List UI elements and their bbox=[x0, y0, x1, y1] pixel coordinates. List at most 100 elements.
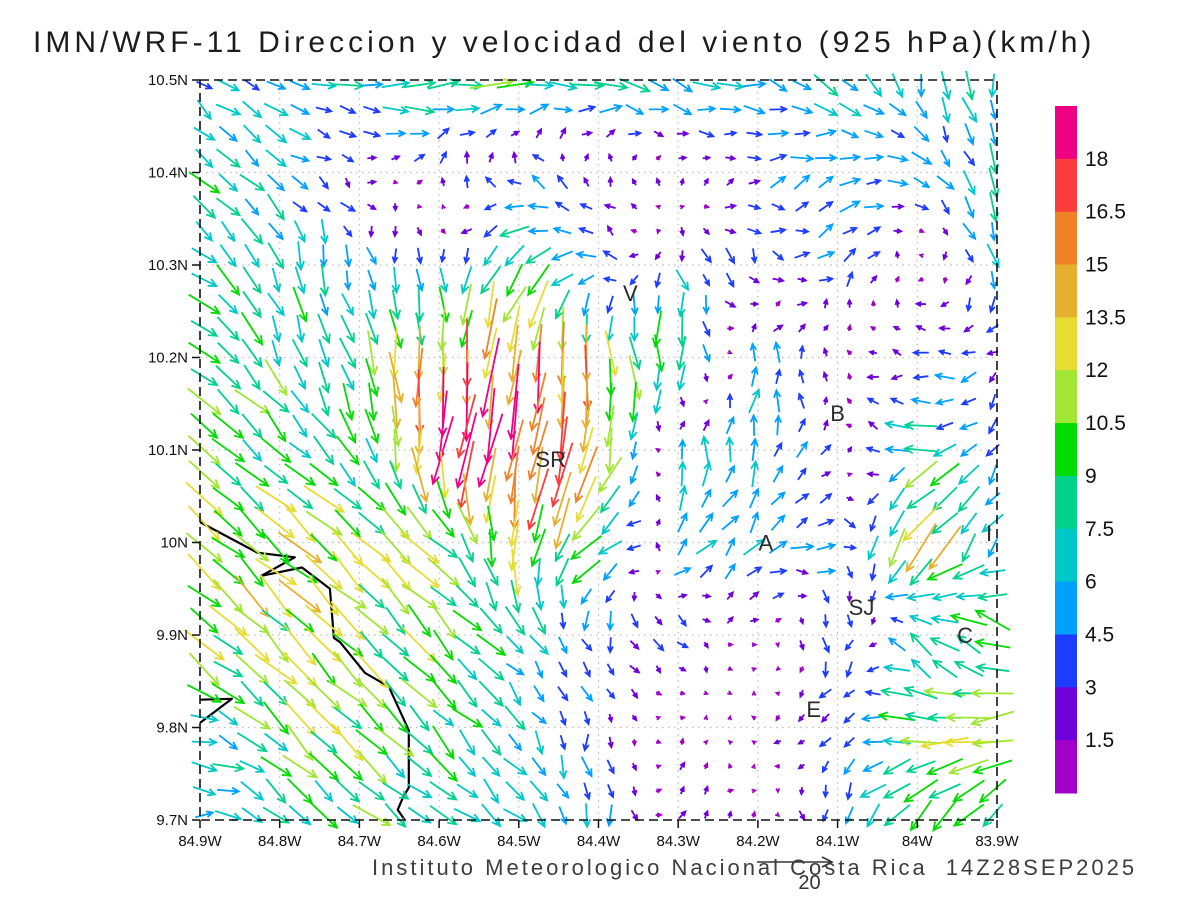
wind-arrow bbox=[863, 104, 886, 115]
wind-arrow bbox=[531, 446, 544, 505]
wind-arrow bbox=[552, 226, 572, 235]
wind-arrow bbox=[407, 604, 432, 638]
wind-arrow bbox=[331, 80, 366, 91]
wind-arrow bbox=[283, 679, 317, 709]
wind-arrow bbox=[989, 222, 998, 242]
wind-arrow bbox=[871, 616, 877, 626]
wind-arrow bbox=[220, 220, 236, 243]
wind-arrow bbox=[619, 77, 652, 93]
wind-arrow bbox=[456, 783, 479, 799]
wind-arrow bbox=[357, 486, 387, 512]
wind-arrow bbox=[391, 428, 401, 474]
wind-arrow bbox=[332, 632, 364, 657]
wind-arrow bbox=[864, 202, 885, 211]
wind-arrow bbox=[751, 322, 757, 333]
wind-arrow bbox=[188, 171, 221, 194]
wind-arrow bbox=[702, 321, 711, 338]
wind-arrow bbox=[957, 485, 980, 513]
wind-arrow bbox=[505, 781, 526, 802]
colorbar-label: 13.5 bbox=[1085, 306, 1126, 329]
wind-arrow bbox=[628, 336, 642, 371]
wind-arrow bbox=[430, 602, 457, 640]
wind-arrow bbox=[530, 307, 546, 352]
wind-arrow bbox=[679, 420, 686, 430]
wind-arrow bbox=[751, 740, 757, 745]
wind-arrow bbox=[309, 462, 339, 487]
wind-arrow bbox=[504, 419, 524, 483]
wind-arrow bbox=[818, 222, 835, 239]
wind-arrow bbox=[485, 581, 498, 612]
wind-arrow bbox=[927, 783, 961, 799]
wind-arrow bbox=[891, 73, 904, 99]
wind-arrow bbox=[216, 388, 240, 415]
wind-arrow bbox=[429, 677, 457, 711]
wind-arrow bbox=[559, 612, 567, 630]
wind-arrow bbox=[316, 154, 333, 162]
wind-arrow bbox=[676, 641, 690, 649]
wind-arrow bbox=[239, 760, 266, 773]
wind-arrow bbox=[574, 446, 598, 504]
wind-arrow bbox=[508, 733, 523, 752]
wind-arrow bbox=[628, 412, 639, 441]
wind-arrow bbox=[478, 680, 505, 708]
wind-arrow bbox=[799, 640, 805, 651]
wind-arrow bbox=[655, 716, 662, 721]
wind-arrow bbox=[381, 79, 411, 89]
wind-arrow bbox=[190, 412, 219, 440]
x-tick-label: 84.3W bbox=[657, 833, 701, 850]
wind-arrow bbox=[606, 295, 614, 315]
wind-arrow bbox=[951, 564, 985, 580]
wind-arrow bbox=[313, 435, 335, 466]
wind-arrow bbox=[559, 734, 567, 751]
wind-arrow bbox=[265, 124, 288, 144]
wind-arrow bbox=[240, 680, 264, 707]
wind-arrow bbox=[406, 756, 433, 778]
colorbar-swatch bbox=[1055, 687, 1077, 741]
wind-arrow bbox=[751, 788, 758, 794]
wind-arrow bbox=[821, 760, 830, 774]
wind-arrow bbox=[432, 105, 456, 114]
wind-arrow bbox=[865, 373, 879, 381]
wind-arrow bbox=[460, 533, 475, 564]
wind-arrow bbox=[581, 130, 594, 137]
wind-arrow bbox=[773, 739, 782, 745]
wind-arrow bbox=[797, 714, 805, 723]
wind-arrow bbox=[869, 326, 876, 332]
wind-arrow bbox=[822, 784, 829, 799]
wind-arrow bbox=[580, 588, 593, 606]
wind-arrow bbox=[558, 754, 568, 780]
wind-arrow bbox=[554, 201, 570, 212]
valid-timestamp: 14Z28SEP2025 bbox=[945, 855, 1138, 880]
wind-arrow bbox=[725, 415, 735, 435]
wind-arrow bbox=[884, 592, 909, 601]
wind-arrow bbox=[866, 471, 879, 478]
station-label-I: I bbox=[986, 521, 992, 546]
wind-arrow bbox=[286, 723, 314, 762]
wind-arrow bbox=[823, 324, 829, 332]
wind-arrow bbox=[859, 783, 887, 798]
wind-arrow bbox=[656, 764, 662, 770]
wind-arrow bbox=[911, 349, 929, 357]
wind-arrow bbox=[727, 666, 734, 671]
wind-arrow bbox=[846, 397, 853, 405]
wind-arrow bbox=[699, 564, 714, 579]
wind-arrow bbox=[439, 267, 449, 294]
wind-arrow bbox=[342, 382, 355, 422]
wind-arrow bbox=[430, 586, 458, 607]
wind-arrow bbox=[846, 298, 853, 308]
wind-arrow bbox=[318, 339, 330, 369]
footer-caption: Instituto Meteorologico Nacional Costa R… bbox=[372, 855, 1137, 881]
wind-arrow bbox=[429, 654, 458, 685]
wind-arrow bbox=[440, 176, 446, 187]
wind-arrow bbox=[988, 417, 998, 435]
institute-name: Instituto Meteorologico Nacional Costa R… bbox=[372, 855, 928, 880]
wind-arrow bbox=[818, 200, 835, 213]
wind-arrow bbox=[344, 177, 351, 189]
wind-arrow bbox=[215, 365, 242, 390]
colorbar-label: 18 bbox=[1085, 148, 1108, 171]
wind-arrow bbox=[531, 504, 544, 544]
wind-arrow bbox=[902, 505, 940, 542]
wind-arrow bbox=[598, 456, 623, 494]
wind-arrow bbox=[593, 81, 630, 92]
wind-arrow bbox=[560, 152, 566, 162]
